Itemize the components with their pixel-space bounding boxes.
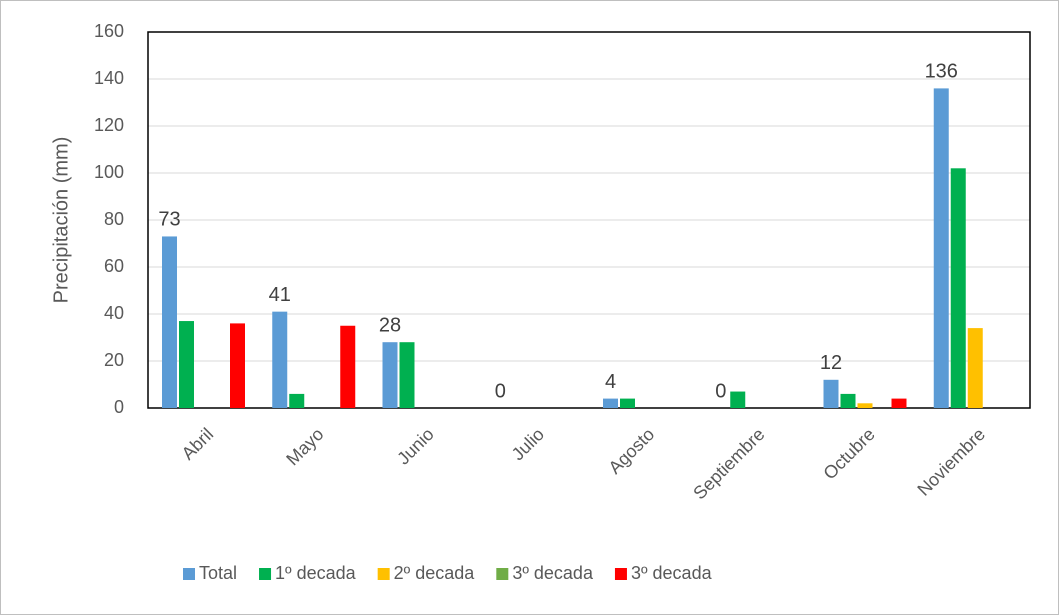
legend-swatch	[496, 568, 509, 580]
plot-frame	[147, 31, 1031, 409]
data-label: 136	[925, 61, 958, 83]
legend-label: 3º decada	[512, 563, 594, 583]
bar	[950, 168, 966, 408]
legend-label: Total	[199, 563, 237, 583]
bar	[840, 393, 856, 408]
y-tick-label: 100	[94, 162, 124, 182]
legend-swatch	[259, 568, 272, 580]
legend-label: 1º decada	[275, 563, 357, 583]
bar	[340, 325, 356, 408]
y-axis-label: Precipitación (mm)	[50, 137, 72, 304]
y-tick-label: 20	[104, 350, 124, 370]
bar	[823, 379, 839, 408]
bar	[399, 342, 415, 408]
y-tick-label: 0	[114, 397, 124, 417]
legend-label: 2º decada	[394, 563, 476, 583]
bar	[289, 393, 305, 408]
y-tick-label: 80	[104, 209, 124, 229]
data-label: 41	[269, 284, 291, 306]
data-label: 28	[379, 314, 401, 336]
legend-label: 3º decada	[631, 563, 713, 583]
bar	[162, 236, 177, 408]
bar	[603, 398, 618, 408]
legend-swatch	[377, 568, 390, 580]
y-tick-label: 160	[94, 21, 124, 41]
bar	[620, 398, 635, 408]
bar	[272, 311, 288, 408]
bar	[933, 88, 949, 409]
data-label: 4	[605, 371, 616, 393]
bar	[857, 403, 873, 408]
bar	[382, 342, 398, 408]
data-label: 0	[715, 380, 726, 402]
y-tick-label: 120	[94, 115, 124, 135]
bar	[179, 321, 194, 408]
legend-swatch	[614, 568, 627, 580]
bar	[891, 398, 907, 408]
data-label: 0	[495, 380, 506, 402]
y-tick-label: 140	[94, 68, 124, 88]
y-tick-label: 40	[104, 303, 124, 323]
data-label: 73	[158, 209, 180, 231]
bar	[967, 328, 983, 408]
y-tick-label: 60	[104, 256, 124, 276]
data-label: 12	[820, 352, 842, 374]
bar	[730, 391, 746, 408]
bar	[230, 323, 245, 408]
legend-swatch	[183, 568, 195, 580]
